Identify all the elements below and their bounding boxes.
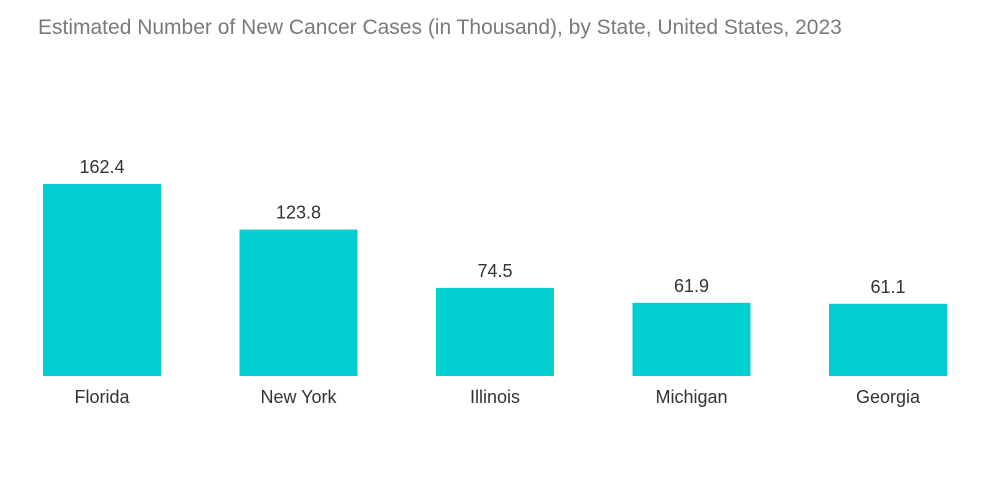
data-label: 123.8: [276, 203, 321, 223]
category-label: Michigan: [655, 387, 727, 407]
bar-georgia: [829, 303, 947, 376]
bar-florida: [43, 184, 161, 376]
category-label: Georgia: [856, 387, 921, 407]
category-label: New York: [260, 387, 337, 407]
chart-title: Estimated Number of New Cancer Cases (in…: [38, 16, 842, 39]
data-label: 61.1: [870, 277, 905, 297]
category-label: Illinois: [470, 387, 520, 407]
bar-michigan: [632, 302, 751, 376]
data-label: 61.9: [674, 276, 709, 296]
data-label: 162.4: [79, 157, 124, 177]
bar-new-york: [239, 229, 358, 376]
data-label: 74.5: [477, 261, 512, 281]
category-label: Florida: [74, 387, 130, 407]
bar-illinois: [436, 287, 554, 376]
